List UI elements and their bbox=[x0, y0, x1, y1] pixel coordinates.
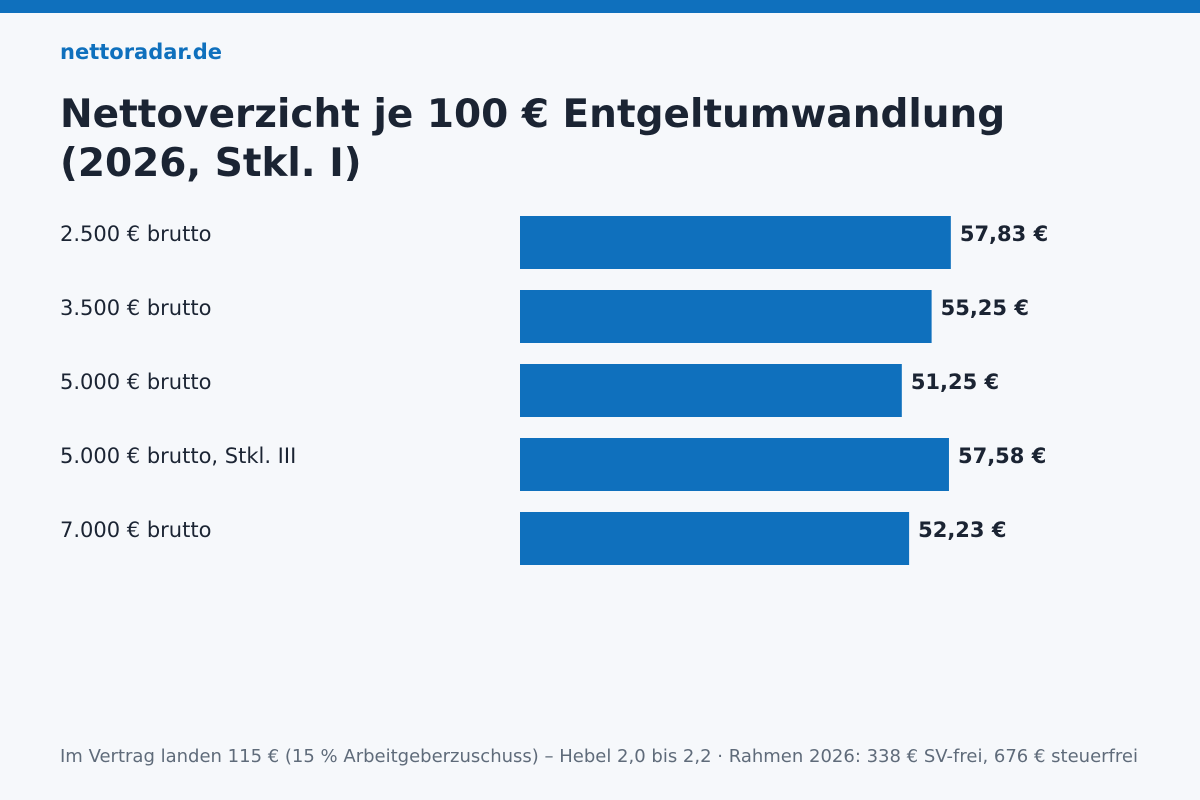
value-label: 51,25 € bbox=[911, 370, 999, 394]
bar bbox=[520, 364, 902, 417]
category-label: 3.500 € brutto bbox=[60, 296, 211, 320]
value-label: 52,23 € bbox=[918, 518, 1006, 542]
category-label: 5.000 € brutto bbox=[60, 370, 211, 394]
value-label: 55,25 € bbox=[941, 296, 1029, 320]
category-label: 5.000 € brutto, Stkl. III bbox=[60, 444, 296, 468]
bar bbox=[520, 512, 910, 565]
chart-title: Nettoverzicht je 100 € Entgeltumwandlung… bbox=[60, 92, 1006, 186]
footnote: Im Vertrag landen 115 € (15 % Arbeitgebe… bbox=[60, 746, 1138, 767]
bar bbox=[520, 290, 932, 343]
top-accent-bar bbox=[0, 0, 1200, 13]
category-label: 7.000 € brutto bbox=[60, 518, 211, 542]
category-label: 2.500 € brutto bbox=[60, 222, 211, 246]
value-label: 57,58 € bbox=[958, 444, 1046, 468]
value-label: 57,83 € bbox=[960, 222, 1048, 246]
bar bbox=[520, 438, 949, 491]
bar bbox=[520, 216, 951, 269]
brand-name: nettoradar.de bbox=[60, 40, 223, 64]
